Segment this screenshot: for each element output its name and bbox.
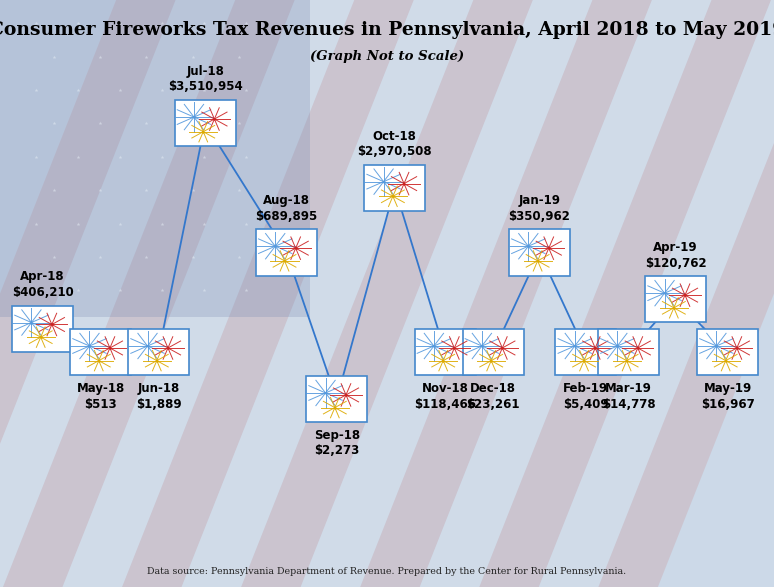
Polygon shape: [420, 0, 711, 587]
Polygon shape: [0, 0, 235, 587]
Text: Jun-18
$1,889: Jun-18 $1,889: [136, 382, 181, 410]
Text: May-19
$16,967: May-19 $16,967: [700, 382, 755, 410]
Text: (Graph Not to Scale): (Graph Not to Scale): [310, 50, 464, 63]
FancyBboxPatch shape: [646, 276, 706, 322]
Polygon shape: [182, 0, 474, 587]
Text: Apr-19
$120,762: Apr-19 $120,762: [645, 241, 707, 269]
FancyBboxPatch shape: [70, 329, 131, 375]
Polygon shape: [63, 0, 354, 587]
Text: Consumer Fireworks Tax Revenues in Pennsylvania, April 2018 to May 2019: Consumer Fireworks Tax Revenues in Penns…: [0, 21, 774, 39]
FancyBboxPatch shape: [128, 329, 189, 375]
FancyBboxPatch shape: [556, 329, 616, 375]
FancyBboxPatch shape: [365, 165, 425, 211]
FancyBboxPatch shape: [697, 329, 758, 375]
Text: Apr-18
$406,210: Apr-18 $406,210: [12, 271, 74, 299]
FancyBboxPatch shape: [598, 329, 659, 375]
FancyBboxPatch shape: [256, 230, 317, 275]
Polygon shape: [241, 0, 533, 587]
Polygon shape: [0, 0, 176, 587]
Text: Mar-19
$14,778: Mar-19 $14,778: [601, 382, 656, 410]
Text: Sep-18
$2,273: Sep-18 $2,273: [313, 429, 360, 457]
FancyBboxPatch shape: [463, 329, 523, 375]
Polygon shape: [122, 0, 414, 587]
Polygon shape: [539, 0, 774, 587]
FancyBboxPatch shape: [509, 230, 570, 275]
Text: Jul-18
$3,510,954: Jul-18 $3,510,954: [168, 65, 242, 93]
Polygon shape: [3, 0, 295, 587]
Text: Nov-18
$118,466: Nov-18 $118,466: [414, 382, 476, 410]
Bar: [0, 0, 310, 317]
Text: Data source: Pennsylvania Department of Revenue. Prepared by the Center for Rura: Data source: Pennsylvania Department of …: [147, 568, 627, 576]
FancyBboxPatch shape: [307, 376, 367, 422]
Polygon shape: [479, 0, 771, 587]
Text: Dec-18
$23,261: Dec-18 $23,261: [466, 382, 520, 410]
FancyBboxPatch shape: [12, 306, 73, 352]
Text: Aug-18
$689,895: Aug-18 $689,895: [255, 194, 317, 222]
Text: Feb-19
$5,409: Feb-19 $5,409: [563, 382, 608, 410]
Polygon shape: [360, 0, 652, 587]
FancyBboxPatch shape: [415, 329, 475, 375]
Text: May-18
$513: May-18 $513: [77, 382, 125, 410]
Text: Oct-18
$2,970,508: Oct-18 $2,970,508: [358, 130, 432, 158]
Polygon shape: [300, 0, 592, 587]
Polygon shape: [598, 0, 774, 587]
FancyBboxPatch shape: [175, 100, 235, 146]
Text: Jan-19
$350,962: Jan-19 $350,962: [509, 194, 570, 222]
